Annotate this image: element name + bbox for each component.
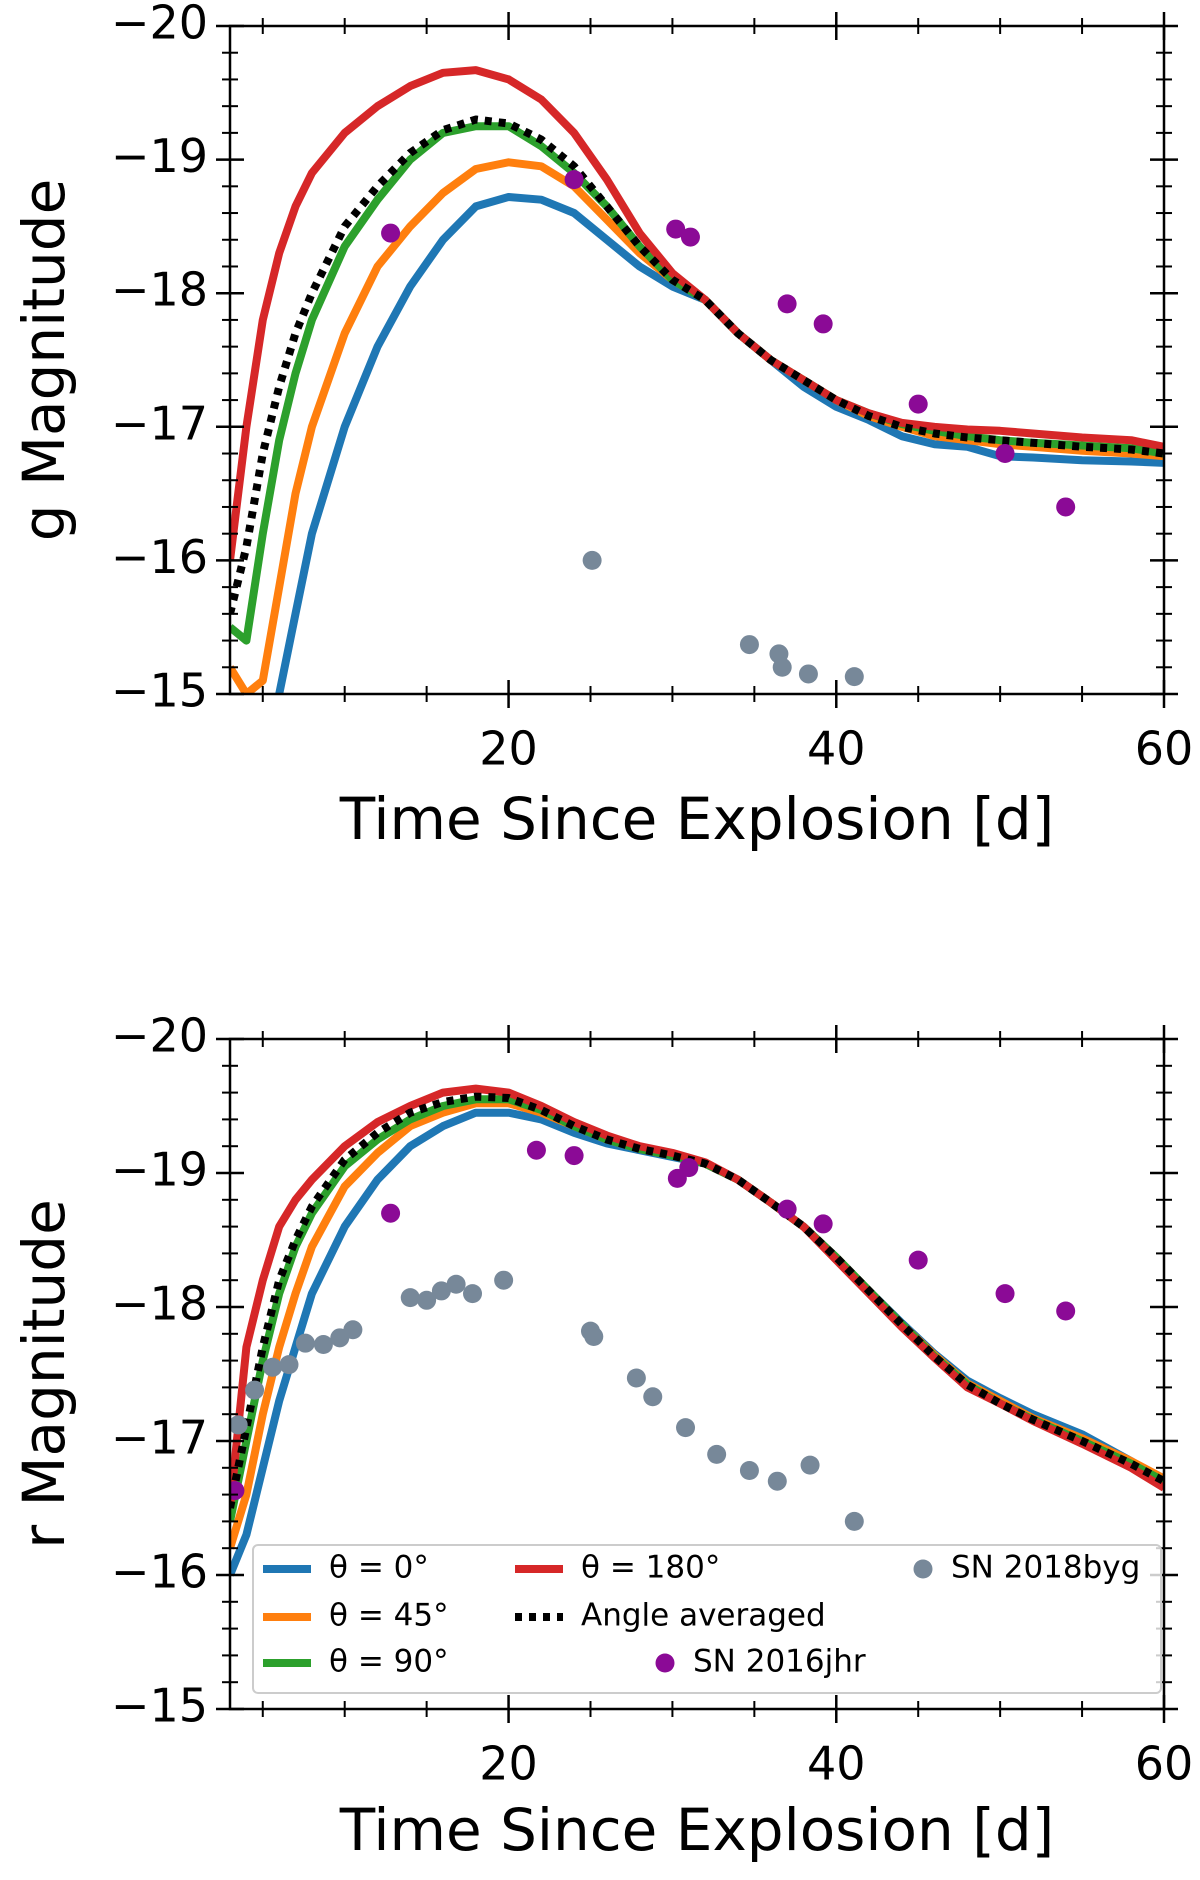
y-axis-label: g Magnitude [10, 179, 78, 542]
legend-marker [913, 1559, 933, 1579]
plot-frame [228, 1037, 1166, 1711]
data-point [679, 1158, 699, 1178]
line-series [230, 66, 1164, 561]
data-point [494, 1270, 514, 1290]
data-point [295, 1333, 315, 1353]
y-tick-label: −15 [111, 1679, 208, 1733]
data-point [1056, 1301, 1076, 1321]
x-tick-label: 60 [1135, 722, 1194, 776]
data-point [739, 1460, 759, 1480]
x-tick-label: 20 [479, 722, 538, 776]
y-tick-label: −17 [111, 1411, 208, 1465]
data-point [995, 1284, 1015, 1304]
data-point [676, 1418, 696, 1438]
x-tick-label: 40 [807, 722, 866, 776]
y-tick-label: −19 [111, 129, 208, 183]
data-point [813, 1214, 833, 1234]
data-point [431, 1281, 451, 1301]
data-point [767, 1471, 787, 1491]
data-area [230, 66, 1164, 694]
data-point [564, 170, 584, 190]
legend-box [252, 1544, 1162, 1694]
data-point [680, 227, 700, 247]
legend-label: θ = 180° [581, 1550, 720, 1586]
legend-label: θ = 0° [329, 1550, 429, 1586]
data-point [343, 1320, 363, 1340]
data-point [400, 1288, 420, 1308]
data-point [230, 1481, 245, 1501]
data-point [777, 294, 797, 314]
y-axis-label: r Magnitude [10, 1199, 78, 1549]
legend-marker [655, 1653, 675, 1673]
data-point [526, 1140, 546, 1160]
line-series [230, 1108, 1164, 1577]
legend-label: Angle averaged [581, 1598, 826, 1634]
data-point [582, 550, 602, 570]
y-tick-label: −18 [111, 263, 208, 317]
x-axis-label: Time Since Explosion [d] [339, 785, 1055, 853]
y-tick-label: −20 [111, 0, 208, 50]
data-point [381, 1203, 401, 1223]
data-point [626, 1368, 646, 1388]
y-tick-label: −19 [111, 1143, 208, 1197]
data-point [739, 635, 759, 655]
legend-label: θ = 45° [329, 1598, 449, 1634]
x-tick-label: 40 [807, 1737, 866, 1791]
data-area [230, 1084, 1164, 1577]
y-tick-label: −15 [111, 664, 208, 718]
x-tick-label: 20 [479, 1737, 538, 1791]
x-tick-label: 60 [1135, 1737, 1194, 1791]
data-point [798, 664, 818, 684]
data-point [908, 394, 928, 414]
data-point [844, 1511, 864, 1531]
data-point [263, 1357, 283, 1377]
y-tick-label: −18 [111, 1277, 208, 1331]
data-point [245, 1380, 265, 1400]
plot: 20 40 60 −20 −19 −18 −17 −16 −15 Time Since Explo… [10, 0, 1193, 853]
data-point [908, 1250, 928, 1270]
legend-label: θ = 90° [329, 1644, 449, 1680]
data-point [463, 1284, 483, 1304]
data-point [800, 1455, 820, 1475]
data-point [777, 1199, 797, 1219]
data-point [844, 667, 864, 687]
data-point [381, 223, 401, 243]
line-series [230, 122, 1164, 645]
x-axis-label: Time Since Explosion [d] [339, 1796, 1055, 1864]
legend: θ = 0° θ = 45° θ = 90° θ = 180° Angle averag… [252, 1544, 1162, 1694]
line-series [230, 1092, 1164, 1509]
plot: 20 40 60 −20 −19 −18 −17 −16 −15 Time Since Explo… [10, 1009, 1193, 1865]
data-point [772, 657, 792, 677]
plot-frame [228, 24, 1166, 696]
data-point [1056, 497, 1076, 517]
data-point [313, 1335, 333, 1355]
data-point [707, 1444, 727, 1464]
legend-label: SN 2016jhr [693, 1644, 866, 1680]
data-point [279, 1355, 299, 1375]
y-tick-label: −16 [111, 530, 208, 584]
line-series [230, 115, 1164, 615]
data-point [230, 1415, 248, 1435]
data-point [813, 314, 833, 334]
y-tick-label: −17 [111, 396, 208, 450]
data-point [643, 1387, 663, 1407]
data-point [417, 1290, 437, 1310]
line-series [230, 1084, 1164, 1509]
data-point [666, 219, 686, 239]
data-point [584, 1326, 604, 1346]
legend-label: SN 2018byg [951, 1550, 1140, 1586]
data-point [995, 444, 1015, 464]
data-point [446, 1274, 466, 1294]
y-tick-label: −16 [111, 1545, 208, 1599]
y-tick-label: −20 [111, 1009, 208, 1063]
data-point [564, 1146, 584, 1166]
